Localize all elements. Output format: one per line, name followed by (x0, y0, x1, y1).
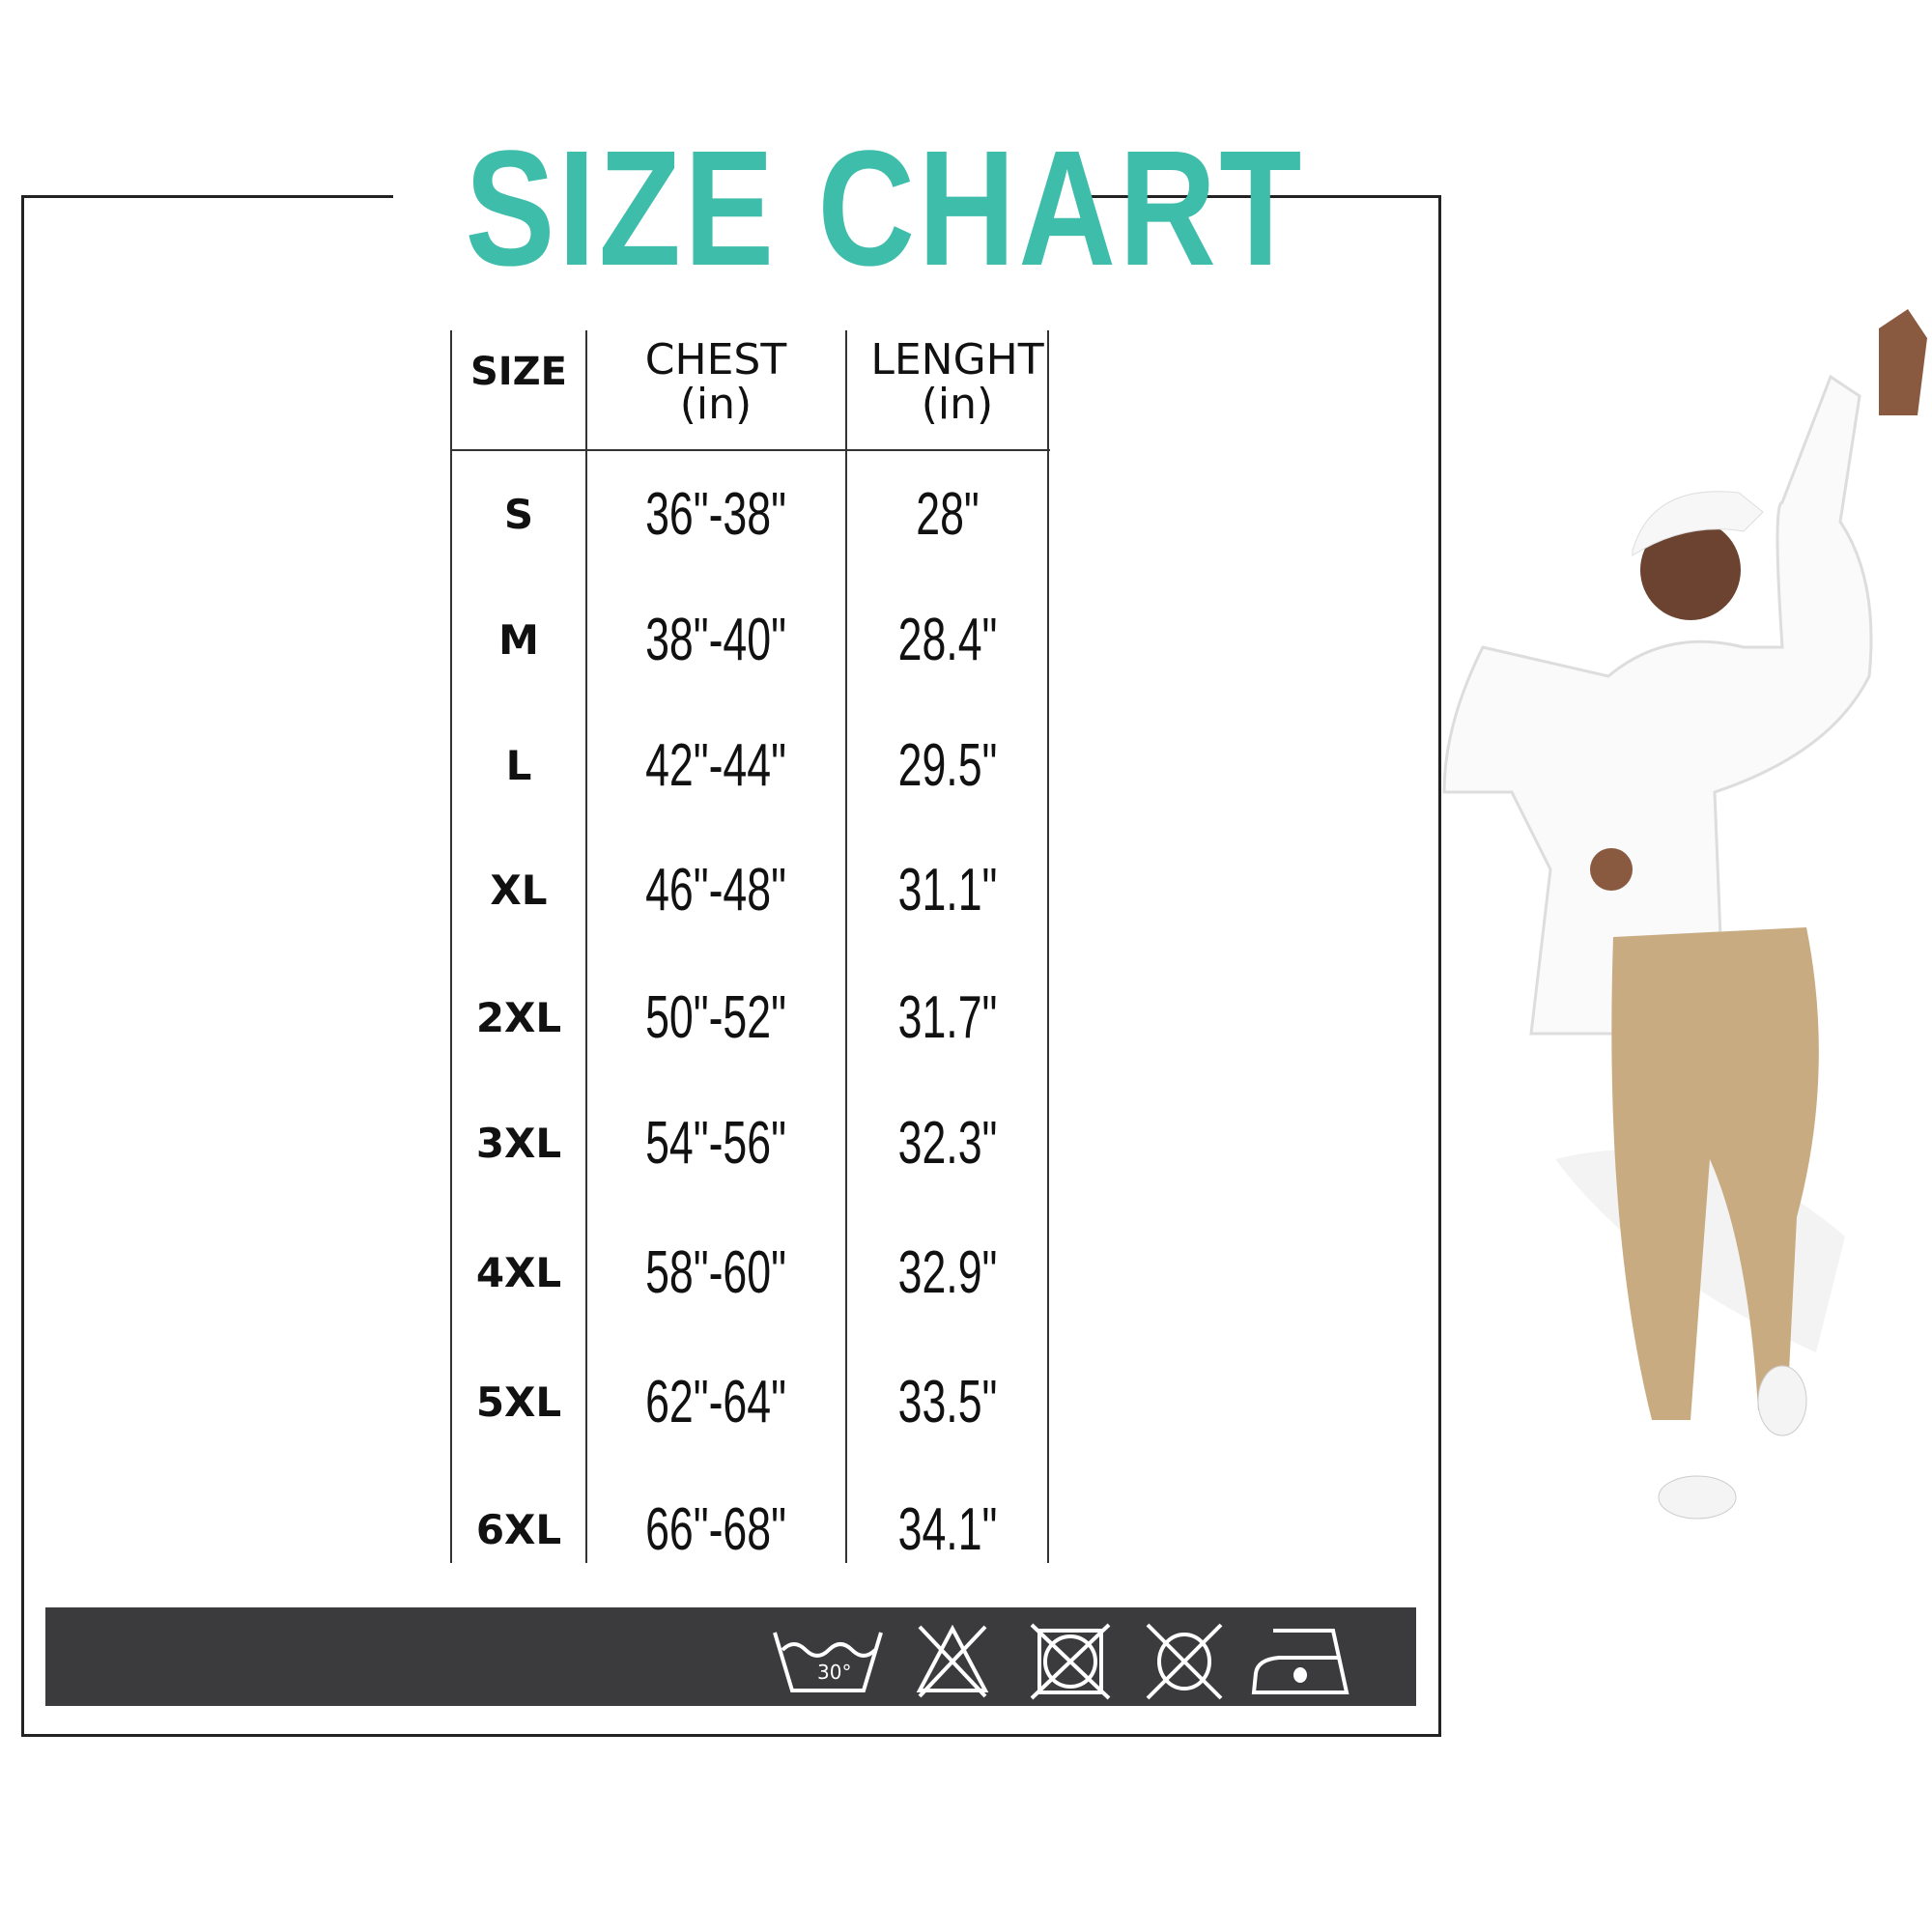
header-divider (451, 449, 1050, 451)
cell-size: 5XL (475, 1378, 562, 1426)
cell-chest: 42"-44" (645, 732, 786, 799)
iron-low-icon (1251, 1629, 1350, 1694)
header-length: LENGHT (in) (846, 338, 1068, 427)
header-size: SIZE (451, 350, 586, 394)
cell-length: 28" (916, 481, 980, 548)
cell-size: 2XL (475, 994, 562, 1041)
do-not-dry-clean-icon (1146, 1623, 1223, 1700)
cell-length: 32.3" (897, 1110, 998, 1177)
header-label: LENGHT (870, 335, 1044, 384)
wash-30-icon: 30° (773, 1632, 883, 1692)
header-unit: (in) (679, 380, 753, 429)
header-label: CHEST (644, 335, 787, 384)
cell-chest: 62"-64" (645, 1369, 786, 1435)
header-chest: CHEST (in) (586, 338, 845, 427)
cell-chest: 46"-48" (645, 857, 786, 923)
table-divider (450, 330, 452, 1563)
cell-size: 6XL (475, 1506, 562, 1553)
table-divider (585, 330, 587, 1563)
do-not-bleach-icon (916, 1624, 989, 1698)
cell-chest: 50"-52" (645, 984, 786, 1051)
cell-size: XL (490, 867, 548, 914)
cell-size: S (503, 491, 534, 538)
do-not-tumble-dry-icon (1030, 1623, 1111, 1700)
cell-size: M (498, 616, 539, 664)
cell-chest: 36"-38" (645, 481, 786, 548)
cell-length: 29.5" (897, 732, 998, 799)
cell-chest: 38"-40" (645, 607, 786, 673)
wash-temperature: 30° (817, 1661, 851, 1684)
cell-length: 32.9" (897, 1239, 998, 1306)
model-photo (1442, 309, 1927, 1520)
cell-length: 31.7" (897, 984, 998, 1051)
header-label: SIZE (469, 350, 568, 394)
cell-size: L (505, 742, 532, 789)
header-unit: (in) (921, 380, 994, 429)
cell-length: 33.5" (897, 1369, 998, 1435)
frame-top-line-right (1087, 195, 1441, 198)
cell-size: 3XL (475, 1120, 562, 1167)
cell-size: 4XL (475, 1249, 562, 1296)
frame-top-line-left (21, 195, 393, 198)
cell-chest: 66"-68" (645, 1496, 786, 1563)
table-divider (1047, 330, 1049, 1563)
cell-chest: 58"-60" (645, 1239, 786, 1306)
cell-length: 31.1" (897, 857, 998, 923)
cell-length: 28.4" (897, 607, 998, 673)
cell-chest: 54"-56" (645, 1110, 786, 1177)
table-divider (845, 330, 847, 1563)
cell-length: 34.1" (897, 1496, 998, 1563)
size-chart-frame (21, 197, 1441, 1737)
page-title: SIZE CHART (465, 117, 1305, 300)
